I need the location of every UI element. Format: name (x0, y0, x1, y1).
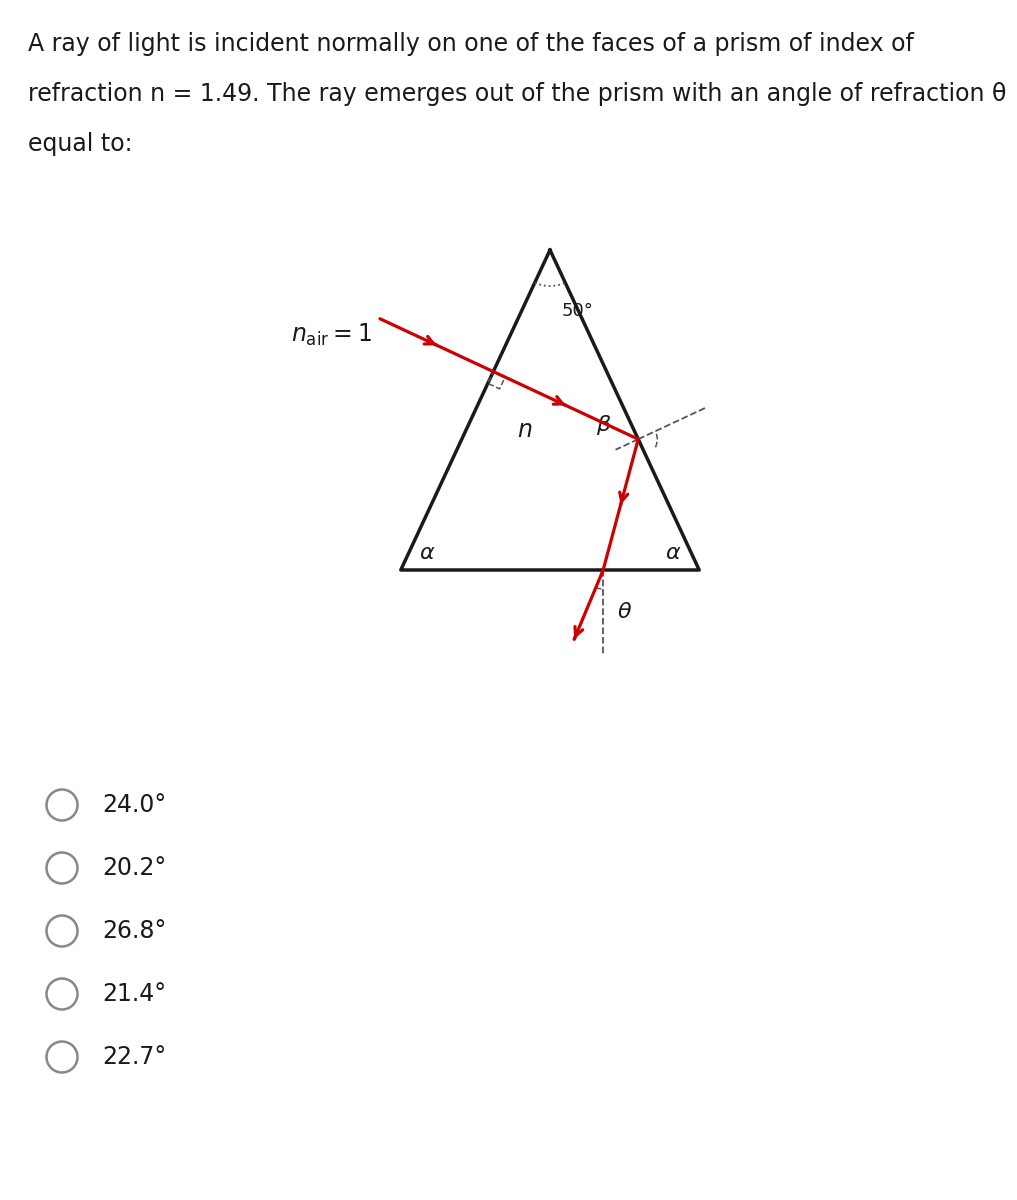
Text: 50°: 50° (562, 302, 594, 320)
Text: 26.8°: 26.8° (102, 919, 167, 943)
Text: A ray of light is incident normally on one of the faces of a prism of index of: A ray of light is incident normally on o… (28, 32, 914, 56)
Text: 22.7°: 22.7° (102, 1045, 166, 1069)
Text: equal to:: equal to: (28, 132, 132, 156)
Text: 20.2°: 20.2° (102, 856, 166, 880)
Text: 24.0°: 24.0° (102, 793, 166, 817)
Text: 21.4°: 21.4° (102, 982, 166, 1006)
Text: refraction n = 1.49. The ray emerges out of the prism with an angle of refractio: refraction n = 1.49. The ray emerges out… (28, 82, 1007, 106)
Text: $\alpha$: $\alpha$ (665, 542, 681, 563)
Text: $n$: $n$ (518, 418, 533, 442)
Text: $\alpha$: $\alpha$ (419, 542, 435, 563)
Text: $\theta$: $\theta$ (617, 602, 633, 622)
Text: $n_{\mathrm{air}} = 1$: $n_{\mathrm{air}} = 1$ (291, 322, 372, 348)
Text: $\beta$: $\beta$ (596, 413, 612, 437)
